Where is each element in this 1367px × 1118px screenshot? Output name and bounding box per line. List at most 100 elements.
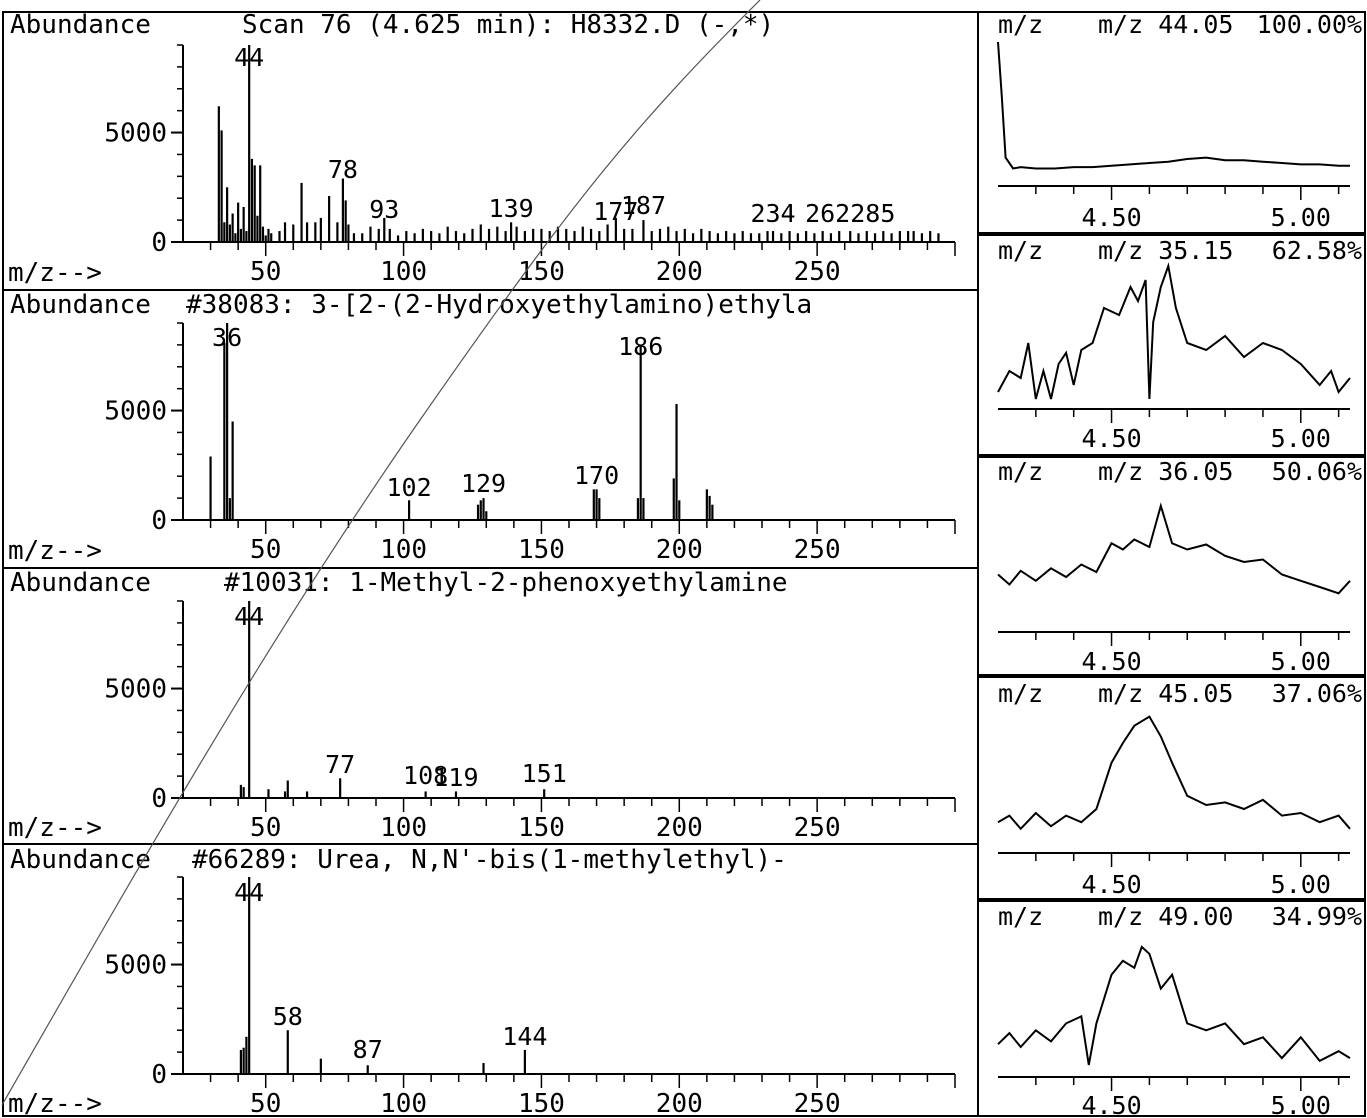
peak-label: 108 <box>403 761 448 790</box>
x-tick-label: 250 <box>794 1089 841 1118</box>
ion-panel-4: m/z m/z 45.05 37.06% 4.50 5.00 <box>997 679 1362 899</box>
ion-1-plot: 4.50 5.00 <box>997 41 1350 232</box>
y-tick-label: 5000 <box>104 675 167 705</box>
x-tick-label: 200 <box>656 813 703 843</box>
ion-panel-1: m/z m/z 44.05 100.00% 4.50 5.00 <box>997 10 1362 232</box>
peak-label: 93 <box>369 195 399 224</box>
ion-1-percent: 100.00% <box>1257 10 1362 39</box>
spectrum-4-title: #66289: Urea, N,N'-bis(1-methylethyl)- <box>192 845 787 875</box>
x-tick-label: 50 <box>250 1089 281 1118</box>
peak-label: 144 <box>502 1022 547 1051</box>
spectrum-4-plot: 0 5000 50 100 150 200 250 44 58 87 144 <box>104 876 956 1118</box>
y-tick-label: 0 <box>151 506 167 536</box>
scan-artifact-line <box>1 0 761 1106</box>
spectrum-3-ylabel: Abundance <box>10 568 151 598</box>
spectrum-2-ylabel: Abundance <box>10 290 151 320</box>
peak-label: 78 <box>328 155 358 184</box>
ion-x-tick-label: 4.50 <box>1081 424 1141 453</box>
x-tick-label: 250 <box>794 257 841 287</box>
spectrum-panel-3: Abundance #10031: 1-Methyl-2-phenoxyethy… <box>8 568 956 843</box>
ion-x-tick-label: 5.00 <box>1271 203 1331 232</box>
ion-x-tick-label: 4.50 <box>1081 1091 1141 1118</box>
spectrum-2-plot: 0 5000 50 100 150 200 250 36 186 102 129 170 <box>104 322 956 565</box>
spectrum-2-xlabel: m/z--> <box>8 536 102 566</box>
x-tick-label: 250 <box>794 535 841 565</box>
x-tick-label: 150 <box>518 1089 565 1118</box>
x-tick-label: 250 <box>794 813 841 843</box>
y-tick-label: 5000 <box>104 397 167 427</box>
peak-label: 170 <box>574 461 619 490</box>
peak-label: 186 <box>618 332 663 361</box>
spectrum-4-ylabel: Abundance <box>10 845 151 875</box>
spectrum-panel-1: Abundance Scan 76 (4.625 min): H8332.D (… <box>8 10 956 288</box>
x-tick-label: 50 <box>250 813 281 843</box>
spectrum-panel-2: Abundance #38083: 3-[2-(2-Hydroxyethylam… <box>8 290 956 566</box>
ion-trace <box>997 715 1351 831</box>
peak-label: 151 <box>522 759 567 788</box>
x-tick-label: 200 <box>656 257 703 287</box>
spectrum-4-xlabel: m/z--> <box>8 1089 102 1118</box>
spectrum-3-xlabel: m/z--> <box>8 813 102 843</box>
spectrum-1-ylabel: Abundance <box>10 10 151 40</box>
ion-5-percent: 34.99% <box>1272 902 1362 931</box>
ion-3-mz-label: m/z <box>998 457 1043 486</box>
ion-trace <box>997 502 1351 595</box>
ion-x-tick-label: 4.50 <box>1081 647 1141 676</box>
spectrum-2-title: #38083: 3-[2-(2-Hydroxyethylamino)ethyla <box>186 290 812 320</box>
ion-3-percent: 50.06% <box>1272 457 1362 486</box>
ion-2-percent: 62.58% <box>1272 236 1362 265</box>
ion-5-mz-label: m/z <box>998 902 1043 931</box>
peak-label: 77 <box>325 750 355 779</box>
peak-label: 87 <box>353 1035 383 1064</box>
spectrum-panel-4: Abundance #66289: Urea, N,N'-bis(1-methy… <box>8 845 956 1118</box>
ion-x-tick-label: 4.50 <box>1081 203 1141 232</box>
ion-x-tick-label: 5.00 <box>1271 1091 1331 1118</box>
peak-label: 139 <box>489 194 534 223</box>
peak-label: 119 <box>433 763 478 792</box>
ion-4-percent: 37.06% <box>1272 679 1362 708</box>
ion-panel-3: m/z m/z 36.05 50.06% 4.50 5.00 <box>997 457 1362 676</box>
x-tick-label: 150 <box>518 813 565 843</box>
ion-panel-2: m/z m/z 35.15 62.58% 4.50 5.00 <box>997 236 1362 453</box>
spectrum-1-title: Scan 76 (4.625 min): H8332.D (-,*) <box>242 10 774 40</box>
ion-trace <box>997 945 1351 1066</box>
x-tick-label: 50 <box>250 535 281 565</box>
x-tick-label: 200 <box>656 535 703 565</box>
x-tick-label: 100 <box>380 257 427 287</box>
y-tick-label: 5000 <box>104 951 167 981</box>
ion-trace <box>997 262 1351 400</box>
ion-4-plot: 4.50 5.00 <box>997 715 1351 899</box>
peak-label: 44 <box>234 602 264 631</box>
ion-2-mz-label: m/z <box>998 236 1043 265</box>
peak-label: 187 <box>621 191 666 220</box>
ion-4-title: m/z 45.05 <box>1098 679 1233 708</box>
peak-label: 102 <box>387 473 432 502</box>
ion-x-tick-label: 4.50 <box>1081 870 1141 899</box>
panel-frames <box>2 11 1366 1117</box>
x-tick-label: 50 <box>250 257 281 287</box>
peak-label: 44 <box>234 43 264 72</box>
ion-frame <box>977 11 1366 1117</box>
ion-x-tick-label: 5.00 <box>1271 647 1331 676</box>
ion-1-mz-label: m/z <box>998 10 1043 39</box>
peak-label: 58 <box>273 1002 303 1031</box>
y-tick-label: 0 <box>151 1060 167 1090</box>
x-tick-label: 100 <box>380 1089 427 1118</box>
peak-label: 44 <box>234 878 264 907</box>
ion-panel-5: m/z m/z 49.00 34.99% 4.50 5.00 <box>997 902 1362 1118</box>
ion-trace <box>997 41 1350 170</box>
x-tick-label: 200 <box>656 1089 703 1118</box>
peak-label: 177 <box>593 197 638 226</box>
spectrum-3-title: #10031: 1-Methyl-2-phenoxyethylamine <box>224 568 788 598</box>
y-tick-label: 5000 <box>104 119 167 149</box>
ion-2-title: m/z 35.15 <box>1098 236 1233 265</box>
peak-label: 234 <box>750 199 795 228</box>
peak-label: 129 <box>461 469 506 498</box>
ion-5-title: m/z 49.00 <box>1098 902 1233 931</box>
x-tick-label: 100 <box>380 813 427 843</box>
y-tick-label: 0 <box>151 228 167 258</box>
x-tick-label: 150 <box>518 535 565 565</box>
